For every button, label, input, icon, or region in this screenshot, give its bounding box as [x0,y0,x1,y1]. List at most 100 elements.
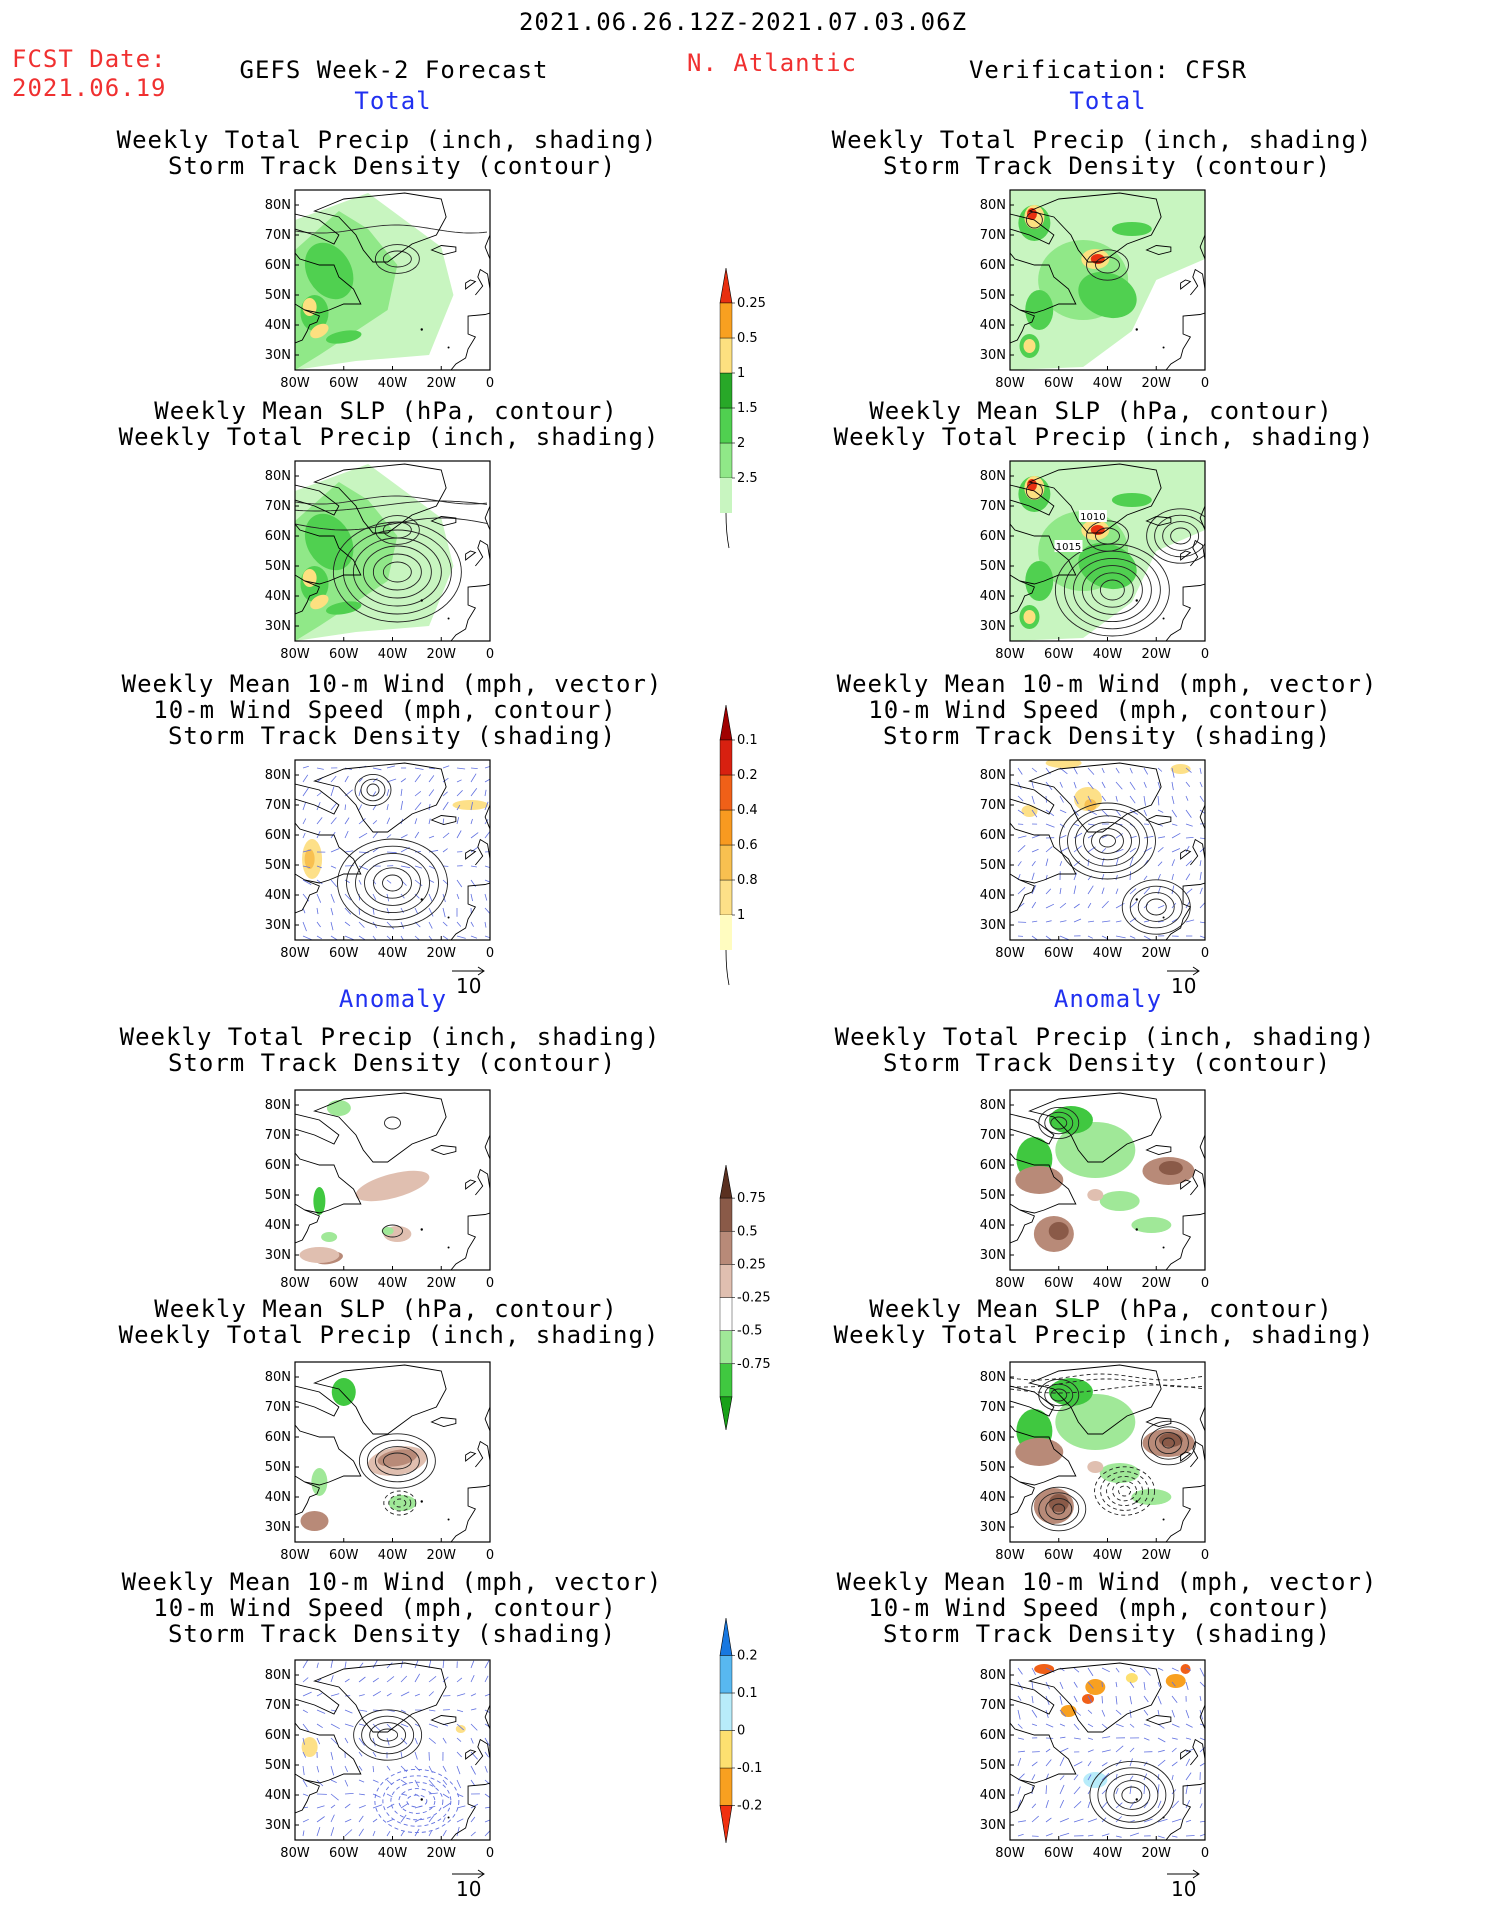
wind-vector [1101,1772,1110,1781]
wind-vector [456,779,462,783]
wind-vector [400,800,403,811]
wind-vector [330,921,334,931]
wind-vector [1129,1820,1135,1823]
shading-area [302,298,317,316]
coastline-baffin [295,1683,340,1715]
lat-tick-label: 60N [980,1728,1006,1743]
wind-vector [372,1660,378,1669]
colorbar-cap [719,1805,733,1844]
island-madeira [1162,1518,1165,1521]
wind-vector [470,1723,478,1731]
lon-tick-label: 40W [378,647,408,662]
wind-vector [1143,1681,1146,1691]
coastline-iberia-africa [450,882,490,940]
coastline-ireland [1180,849,1192,860]
wind-vector [1143,1761,1148,1767]
shading-area [310,323,329,339]
coastline-britain [475,838,490,866]
lat-tick-label: 70N [265,798,291,813]
colorbar-label: 2 [737,436,745,451]
wind-vector [344,1709,353,1714]
contour-line [1038,1492,1080,1526]
shading-area [1158,1433,1183,1447]
wind-vector [358,1723,366,1727]
wind-vector [484,1779,490,1785]
lon-tick-label: 60W [329,376,359,391]
wind-vector [1073,860,1081,867]
wind-vector [414,818,418,825]
wind-vector [1059,920,1067,923]
wind-vector [428,1691,434,1697]
wind-vector [1199,1763,1205,1767]
wind-vector [1087,1834,1094,1837]
shading-area [1180,1664,1191,1674]
wind-vector [316,767,324,770]
coastline-ireland [1180,1179,1192,1190]
coastline-baffin [295,1113,340,1145]
map-field [1010,1662,1205,1840]
wind-vector [1129,1758,1133,1767]
wind-vector [470,1831,476,1837]
wind-vector [1171,1681,1176,1687]
coastline-greenland [313,1662,447,1733]
colorbar-swatch [719,407,733,444]
wind-vector [302,1723,309,1732]
wind-vector [1017,1773,1025,1781]
wind-vector [456,921,462,927]
wind-vector [470,1779,476,1786]
wind-vector [1129,781,1136,791]
wind-vector [1073,795,1079,805]
lat-tick-label: 40N [265,1218,291,1233]
wind-vector [456,1826,460,1837]
contour-line [388,1494,412,1512]
wind-vector [1171,1800,1179,1809]
coastline-greenland [313,1092,447,1163]
wind-vector [330,817,337,825]
contour-line [1140,1420,1196,1466]
wind-vector [1031,1695,1034,1704]
island-azores [1135,1798,1138,1801]
wind-vector [386,1723,392,1730]
lon-tick-label: 20W [1142,376,1172,391]
contour-line [1050,1388,1068,1402]
shading-area [1090,254,1105,264]
wind-vector [1199,1820,1205,1823]
wind-vector [1171,1747,1177,1753]
island-madeira [1162,346,1165,349]
wind-vector [456,893,460,900]
wind-vector [414,1723,420,1727]
contour-line [382,250,412,268]
contour-line [1090,572,1134,608]
wind-vector [400,1709,406,1713]
title-precip-storm-total-left-2: Storm Track Density (contour) [167,152,617,180]
colorbar-swatch [719,844,733,881]
lon-tick-label: 60W [329,946,359,961]
wind-vector [1115,1787,1119,1795]
wind-vector [400,1751,403,1758]
wind-vector [1171,918,1178,923]
colorbar-label: 0.8 [737,873,758,888]
wind-vector [1087,935,1093,939]
wind-vector [1143,1802,1149,1809]
map-wind-storm-verification: 80N 70N 60N 50N 40N 30N 80W 60W 40W 20W 0 [980,759,1209,961]
shading-area [300,1511,329,1531]
contour-line [372,553,422,591]
wind-vector [358,865,369,870]
contour-line [1100,1471,1150,1511]
lat-tick-label: 80N [265,1098,291,1113]
wind-vector [1031,1815,1039,1823]
shading-area [1085,1679,1106,1695]
wind-vector [1045,903,1055,909]
lat-tick-label: 30N [980,1248,1006,1263]
wind-vector [1115,902,1125,909]
lon-tick-label: 40W [1093,946,1123,961]
wind-vector [330,1723,340,1730]
wind-vector [358,1737,365,1746]
shading-area [1015,1166,1064,1194]
wind-vector [316,893,322,903]
wind-vector [484,1709,490,1714]
shading-area [1087,1189,1104,1201]
wind-vector [1087,1681,1094,1689]
contour-line [1145,898,1167,916]
vector-ref-label: 10 [456,1877,481,1901]
